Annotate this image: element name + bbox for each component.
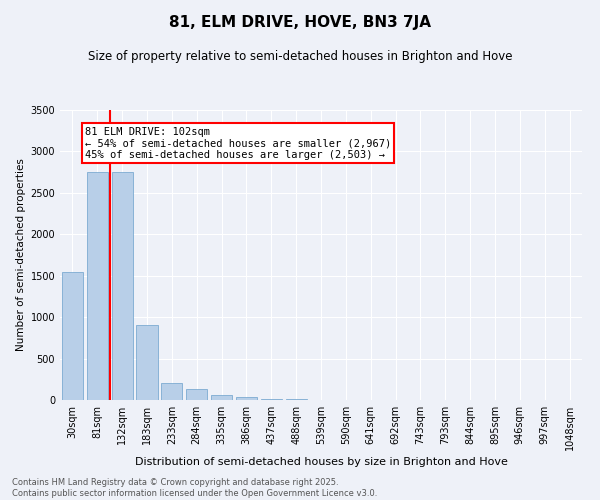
Text: 81, ELM DRIVE, HOVE, BN3 7JA: 81, ELM DRIVE, HOVE, BN3 7JA	[169, 15, 431, 30]
Bar	[62, 272, 83, 400]
Bar	[161, 384, 182, 400]
Bar	[211, 396, 232, 400]
Bar	[112, 172, 133, 400]
Text: Contains HM Land Registry data © Crown copyright and database right 2025.
Contai: Contains HM Land Registry data © Crown c…	[12, 478, 377, 498]
Text: 81 ELM DRIVE: 102sqm
← 54% of semi-detached houses are smaller (2,967)
45% of se: 81 ELM DRIVE: 102sqm ← 54% of semi-detac…	[85, 126, 391, 160]
X-axis label: Distribution of semi-detached houses by size in Brighton and Hove: Distribution of semi-detached houses by …	[134, 457, 508, 467]
Y-axis label: Number of semi-detached properties: Number of semi-detached properties	[16, 158, 26, 352]
Bar	[136, 326, 158, 400]
Bar	[186, 389, 207, 400]
Bar	[261, 399, 282, 400]
Bar	[236, 397, 257, 400]
Bar	[87, 172, 108, 400]
Text: Size of property relative to semi-detached houses in Brighton and Hove: Size of property relative to semi-detach…	[88, 50, 512, 63]
